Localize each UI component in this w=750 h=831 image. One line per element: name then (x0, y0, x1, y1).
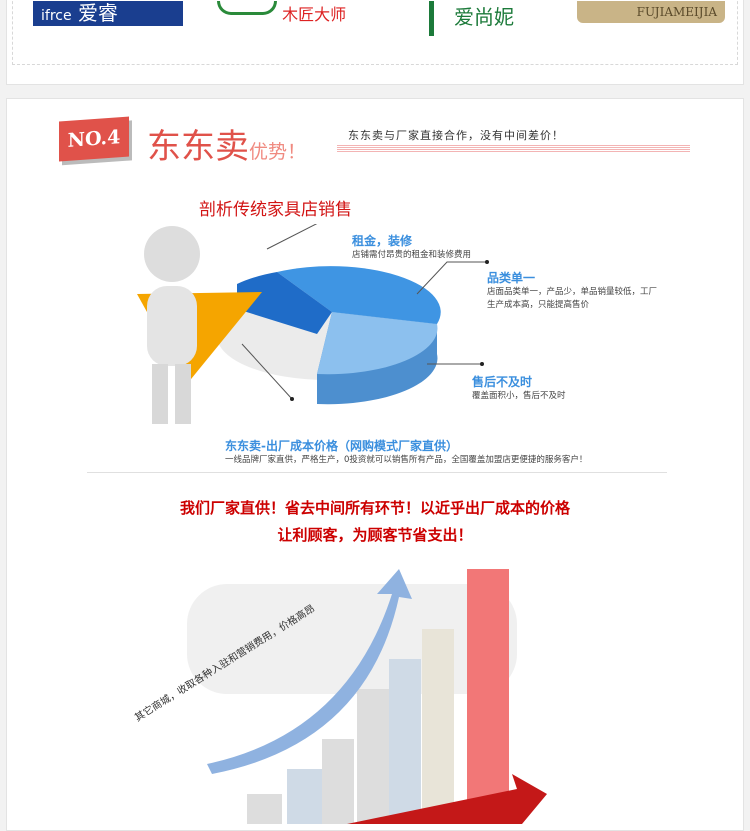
callout-rent: 租金，装修 店铺需付昂贵的租金和装修费用 (352, 234, 472, 260)
slogan: 我们厂家直供！省去中间所有环节！以近乎出厂成本的价格 让利顾客，为顾客节省支出！ (179, 499, 570, 544)
brand-logo-mujiang[interactable]: 木匠大师 (217, 1, 367, 26)
callout-dongdongmai: 东东卖-出厂成本价格（网购模式厂家直供） 一线品牌厂家直供，严格生产，0投资就可以… (225, 439, 588, 465)
section-title: 东东卖优势！ (147, 127, 307, 167)
callout-category: 品类单一 店面品类单一，产品少，单品销量较低，工厂生产成本高，只能提高售价 (487, 271, 658, 310)
pie-heading: 剖析传统家具店销售 (199, 200, 352, 220)
tagline-stripe (337, 145, 690, 153)
bar-5 (389, 659, 421, 824)
divider (87, 472, 667, 473)
dashed-frame (12, 0, 738, 65)
bar-6 (422, 629, 454, 824)
brand-logo-fujiameijia[interactable]: FUJIAMEIJIA (577, 1, 725, 23)
pie-slice-rent (237, 272, 332, 334)
advantage-section: NO.4 东东卖优势！ 东东卖与厂家直接合作，没有中间差价！ 剖析传统家具店销售… (6, 98, 744, 831)
growth-illustration (187, 569, 547, 824)
brand-logos-panel: ifrce 爱睿 木匠大师 爱尚妮 FUJIAMEIJIA (6, 0, 744, 85)
blue-arrow (207, 569, 412, 774)
brand-logo-ifrce[interactable]: ifrce 爱睿 (33, 1, 183, 26)
callout-after-sales: 售后不及时 覆盖面积小，售后不及时 (472, 375, 566, 401)
bar-2 (287, 769, 322, 824)
pie-slice-category (277, 266, 441, 324)
number-badge: NO.4 (59, 116, 129, 162)
tagline: 东东卖与厂家直接合作，没有中间差价！ (348, 129, 564, 142)
person-head (144, 226, 200, 282)
person-body (147, 286, 197, 366)
bar-4 (357, 689, 389, 824)
bar-1 (247, 794, 282, 824)
bar-3 (322, 739, 354, 824)
pie-illustration (137, 224, 489, 424)
bar-red (467, 569, 509, 814)
red-arrow (347, 774, 547, 824)
pie-slice-after-sales (317, 312, 438, 375)
brand-logo-aishin[interactable]: 爱尚妮 (429, 1, 559, 36)
